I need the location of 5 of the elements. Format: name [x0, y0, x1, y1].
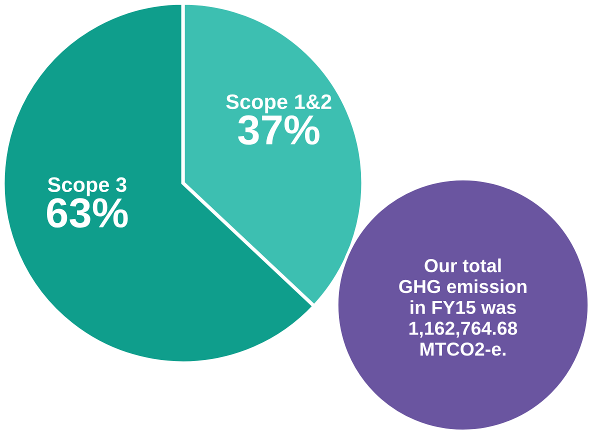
text: Our total GHG emission in FY15 was 1,162,764.68 MTCO2-e.	[399, 258, 526, 356]
slice-label: Scope 1&2	[226, 94, 332, 114]
slice-label: Scope 3	[48, 177, 126, 196]
data-label: 63%	[47, 198, 128, 228]
data-label: 37%	[238, 115, 320, 145]
